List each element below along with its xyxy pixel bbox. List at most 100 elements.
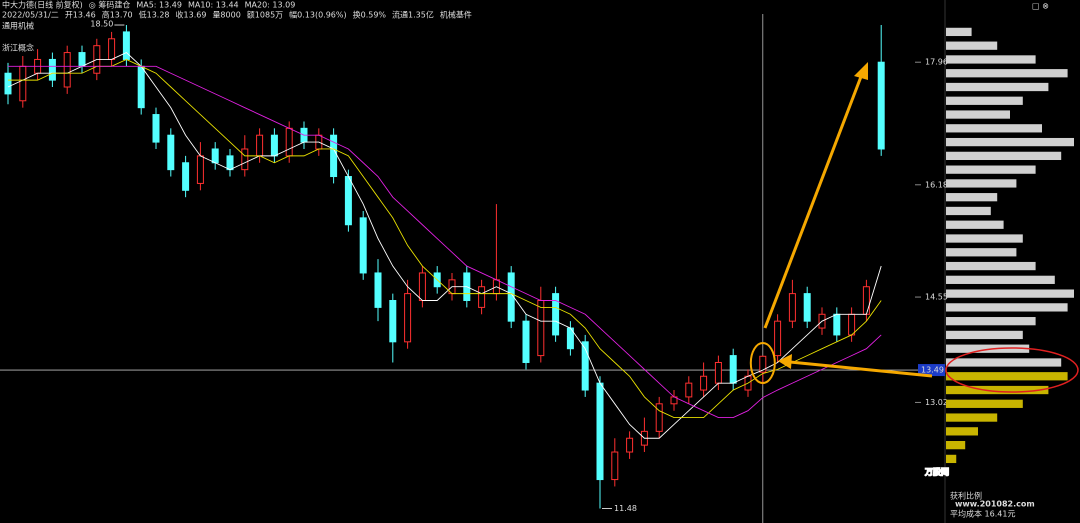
current-price-label: 13.49 xyxy=(921,366,944,375)
y-tick-label: 16.18 xyxy=(925,180,948,189)
chip-bar xyxy=(946,303,1068,312)
candle-body xyxy=(877,61,885,150)
candle-body xyxy=(404,293,412,343)
candle-body xyxy=(330,134,338,178)
candle-body xyxy=(211,148,219,164)
chip-bar xyxy=(946,27,972,37)
header-text: 高13.70 xyxy=(102,10,133,20)
candle-body xyxy=(537,300,545,357)
candle-body xyxy=(581,341,589,391)
header-text: 量8000 xyxy=(212,11,240,20)
candle-body xyxy=(700,375,708,391)
y-tick-label: 13.02 xyxy=(925,398,948,407)
candle-body xyxy=(803,293,811,322)
header-text: 开13.46 xyxy=(65,11,96,20)
chip-bar xyxy=(946,330,1023,340)
chip-bar xyxy=(946,193,998,202)
y-tick-label: 14.55 xyxy=(925,293,948,302)
candle-body xyxy=(359,217,367,274)
current-price-box xyxy=(918,364,945,377)
chip-bar xyxy=(946,137,1074,147)
ma-line xyxy=(8,65,882,419)
header-text: 机械基件 xyxy=(440,10,472,20)
candle-body xyxy=(611,451,619,481)
candle-body xyxy=(63,52,71,88)
candle-body xyxy=(196,155,204,184)
candle-body xyxy=(729,355,737,384)
arrow-head xyxy=(778,354,792,369)
candle-body xyxy=(182,162,190,191)
candle-body xyxy=(374,272,382,308)
tag-label: 浙江概念 xyxy=(2,43,34,53)
candle-body xyxy=(122,31,130,60)
header-text: 中大力德(日线 前复权) xyxy=(2,0,83,10)
candle-body xyxy=(152,114,160,143)
header-text: 幅0.13(0.96%) xyxy=(289,10,346,20)
ma-line xyxy=(8,58,882,419)
candle-body xyxy=(788,293,796,322)
chip-bar xyxy=(946,358,1062,367)
chip-bar xyxy=(946,248,1017,257)
chip-bar xyxy=(946,206,991,216)
tag-label: 通用机械 xyxy=(2,21,34,31)
candle-body xyxy=(774,320,782,357)
chip-bar xyxy=(946,454,957,464)
chip-bar xyxy=(946,440,966,450)
chip-bar xyxy=(946,372,1068,381)
candle-body xyxy=(48,58,56,81)
candle-body xyxy=(552,293,560,336)
header-text: MA20: 13.09 xyxy=(245,1,296,10)
chip-bar xyxy=(946,220,1004,229)
candle-body xyxy=(241,148,249,171)
candle-body xyxy=(833,313,841,336)
candle-body xyxy=(759,355,767,373)
header-text: 2022/05/31/二 xyxy=(2,11,59,20)
ma-line xyxy=(7,52,882,439)
candle-body xyxy=(478,286,486,308)
arrow xyxy=(763,73,864,329)
header-text: 流通1.35亿 xyxy=(392,10,434,20)
candle-body xyxy=(137,65,145,109)
candle-body xyxy=(4,72,12,95)
chip-bar xyxy=(946,82,1049,92)
header-text: MA5: 13.49 xyxy=(136,1,182,10)
low-label: 11.48 xyxy=(614,504,637,513)
arrow xyxy=(789,360,933,378)
header-text: MA10: 13.44 xyxy=(188,1,239,10)
chip-bar xyxy=(946,427,978,436)
y-tick-label: 17.96 xyxy=(925,58,948,67)
chip-bar xyxy=(946,344,1030,353)
candle-body xyxy=(19,65,27,102)
header-text: 收13.69 xyxy=(176,10,207,20)
candle-body xyxy=(226,155,234,171)
chip-bar xyxy=(946,165,1036,174)
chip-bar xyxy=(946,385,1049,395)
chip-bar xyxy=(946,151,1062,161)
highlight-ellipse xyxy=(945,347,1079,393)
candle-body xyxy=(270,134,278,157)
chip-bar xyxy=(946,110,1010,119)
chip-bar xyxy=(946,399,1023,408)
candle-body xyxy=(285,127,293,157)
candle-body xyxy=(522,320,530,363)
chip-bar xyxy=(946,275,1055,284)
candle-body xyxy=(685,382,693,398)
candle-body xyxy=(344,176,352,226)
watermark-logo: 万股网 xyxy=(924,467,949,477)
chip-bar xyxy=(946,413,998,422)
chip-bar xyxy=(946,124,1042,133)
chip-footer: 获利比例 xyxy=(950,491,982,501)
high-label: 18.50 xyxy=(90,20,113,29)
candle-body xyxy=(78,52,86,67)
chip-bar xyxy=(946,55,1036,64)
window-icons[interactable]: □ ⊗ xyxy=(1032,2,1049,11)
header-text: 低13.28 xyxy=(139,10,170,20)
candle-body xyxy=(848,313,856,336)
candle-body xyxy=(655,403,663,432)
main-plot: 中大力德(日线 前复权) ◎ 筹码建仓 MA5: 13.49 MA10: 13.44 M… xyxy=(0,0,948,513)
chip-bar xyxy=(946,317,1036,326)
chip-bar xyxy=(946,69,1068,78)
highlight-ellipse xyxy=(749,342,776,384)
